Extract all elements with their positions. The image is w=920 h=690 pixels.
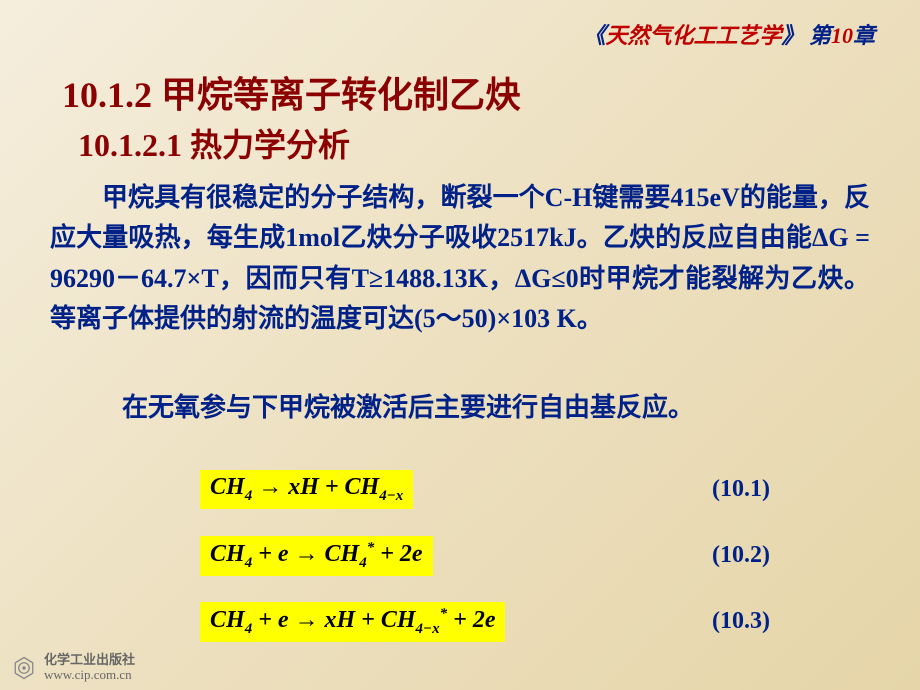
equation-1-formula: CH4 → xH + CH4−x xyxy=(200,470,413,509)
publisher-logo-icon xyxy=(10,654,38,682)
header-chapter-word: 章 xyxy=(853,23,875,48)
equation-2-number: (10.2) xyxy=(712,542,770,569)
publisher-url: www.cip.com.cn xyxy=(44,668,135,682)
paragraph-2: 在无氧参与下甲烷被激活后主要进行自由基反应。 xyxy=(70,388,850,428)
header-chapter-num: 10 xyxy=(831,23,853,48)
equation-3: CH4 + e → xH + CH4−x* + 2e (10.3) xyxy=(200,602,820,642)
header-title-red: 天然气化工工艺学 xyxy=(605,23,781,48)
equation-2-formula: CH4 + e → CH4* + 2e xyxy=(200,536,433,576)
publisher-name: 化学工业出版社 xyxy=(44,653,135,667)
equation-1-number: (10.1) xyxy=(712,476,770,503)
footer-text: 化学工业出版社 www.cip.com.cn xyxy=(44,653,135,682)
header-text: 《天然气化工工艺学》 第10章 xyxy=(583,18,875,50)
equation-2: CH4 + e → CH4* + 2e (10.2) xyxy=(200,536,820,576)
equation-1: CH4 → xH + CH4−x (10.1) xyxy=(200,470,820,509)
paragraph-1: 甲烷具有很稳定的分子结构，断裂一个C-H键需要415eV的能量，反应大量吸热，每… xyxy=(50,178,870,339)
header-prefix: 《 xyxy=(583,23,605,48)
header-suffix: 》 第 xyxy=(781,23,831,48)
section-title: 10.1.2 甲烷等离子转化制乙炔 xyxy=(62,66,521,118)
equation-3-number: (10.3) xyxy=(712,608,770,635)
subsection-title: 10.1.2.1 热力学分析 xyxy=(78,120,350,166)
footer: 化学工业出版社 www.cip.com.cn xyxy=(10,653,135,682)
equation-3-formula: CH4 + e → xH + CH4−x* + 2e xyxy=(200,602,505,642)
